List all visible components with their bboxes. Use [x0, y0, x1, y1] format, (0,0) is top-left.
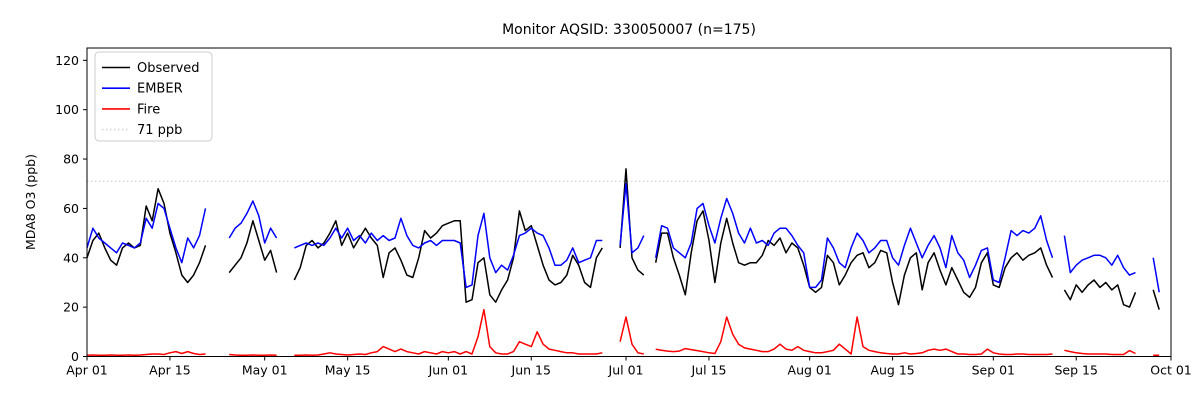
- x-tick-label: Sep 01: [972, 363, 1015, 378]
- y-tick-label: 0: [71, 349, 79, 364]
- legend-label: EMBER: [137, 82, 183, 97]
- x-tick-label: Jun 15: [511, 363, 551, 378]
- y-tick-label: 60: [63, 201, 79, 216]
- x-tick-label: Sep 15: [1054, 363, 1097, 378]
- legend-label: Fire: [137, 102, 160, 117]
- plot-area: [86, 168, 1171, 357]
- chart-title: Monitor AQSID: 330050007 (n=175): [502, 22, 756, 38]
- x-tick-label: Aug 15: [870, 363, 914, 378]
- legend-label: 71 ppb: [137, 123, 182, 138]
- observed-line: [86, 168, 1160, 310]
- legend-label: Observed: [137, 61, 200, 76]
- y-tick-label: 80: [63, 152, 79, 167]
- ember-line: [86, 182, 1160, 293]
- x-tick-label: Oct 01: [1150, 363, 1192, 378]
- fire-line: [86, 308, 1160, 357]
- x-tick-label: Aug 01: [788, 363, 832, 378]
- x-tick-label: Jun 01: [428, 363, 468, 378]
- y-tick-label: 120: [55, 53, 79, 68]
- x-tick-label: Jul 01: [608, 363, 644, 378]
- x-tick-label: Apr 01: [66, 363, 108, 378]
- legend-box: [94, 51, 213, 142]
- x-tick-label: Apr 15: [149, 363, 191, 378]
- y-tick-label: 100: [55, 102, 79, 117]
- x-tick-label: Jul 15: [690, 363, 726, 378]
- x-tick-label: May 01: [242, 363, 288, 378]
- plot-frame: [86, 47, 1172, 357]
- y-axis-label: MDA8 O3 (ppb): [23, 154, 38, 250]
- x-tick-label: May 15: [325, 363, 371, 378]
- axes: Apr 01 Apr 15 May 01 May 15 Jun 01 Jun 15 Jul …: [55, 47, 1192, 378]
- legend: Observed EMBER Fire 71 ppb: [94, 51, 213, 142]
- y-tick-label: 20: [63, 300, 79, 315]
- y-tick-label: 40: [63, 250, 79, 265]
